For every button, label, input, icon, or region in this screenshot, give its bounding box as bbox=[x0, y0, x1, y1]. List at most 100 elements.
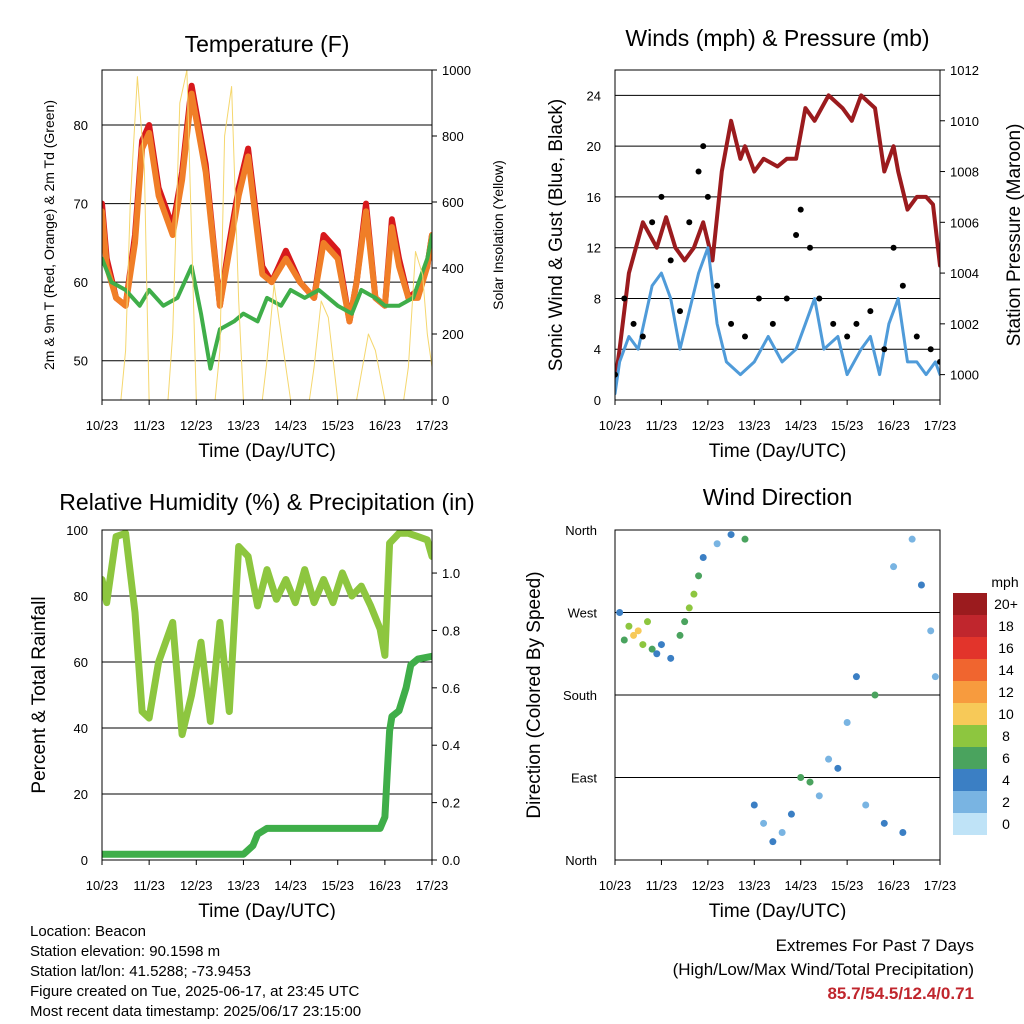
direction-point bbox=[653, 650, 661, 658]
series-line-9m-t bbox=[102, 90, 432, 325]
y2-tick-label: 200 bbox=[442, 327, 464, 342]
colorbar-swatch bbox=[953, 637, 987, 659]
y-tick-label: 24 bbox=[587, 88, 601, 103]
colorbar-label: 0 bbox=[1002, 816, 1010, 832]
x-tick-label: 17/23 bbox=[416, 878, 449, 893]
colorbar-label: 10 bbox=[998, 706, 1014, 722]
x-tick-label: 16/23 bbox=[877, 878, 910, 893]
x-axis-label: Time (Day/UTC) bbox=[709, 901, 847, 920]
x-tick-label: 12/23 bbox=[692, 418, 725, 433]
direction-point bbox=[806, 778, 814, 786]
colorbar-swatch bbox=[953, 813, 987, 835]
colorbar-label: 6 bbox=[1002, 750, 1010, 766]
direction-point bbox=[769, 838, 777, 846]
x-tick-label: 14/23 bbox=[784, 418, 817, 433]
y-axis-label: 2m & 9m T (Red, Orange) & 2m Td (Green) bbox=[41, 100, 57, 370]
series-group bbox=[616, 531, 939, 846]
x-tick-label: 12/23 bbox=[180, 878, 213, 893]
gust-point bbox=[899, 282, 906, 289]
y-tick-label: 20 bbox=[74, 787, 88, 802]
colorbar-swatch bbox=[953, 725, 987, 747]
gust-point bbox=[742, 333, 748, 340]
recent-text: Most recent data timestamp: 2025/06/17 2… bbox=[30, 1003, 362, 1020]
gust-point bbox=[844, 333, 851, 340]
x-tick-label: 16/23 bbox=[877, 418, 910, 433]
gust-point bbox=[615, 371, 618, 378]
y-tick-label: 60 bbox=[74, 275, 88, 290]
y-tick-label: West bbox=[568, 606, 598, 621]
direction-point bbox=[797, 774, 805, 781]
y2-tick-label: 400 bbox=[442, 261, 464, 276]
panel-3 bbox=[101, 529, 437, 865]
direction-point bbox=[713, 540, 721, 548]
x-tick-label: 10/23 bbox=[86, 418, 119, 433]
direction-point bbox=[690, 590, 698, 598]
gust-point bbox=[700, 143, 707, 150]
y2-tick-label: 1004 bbox=[950, 266, 979, 281]
y2-tick-label: 1010 bbox=[950, 114, 979, 129]
gust-point bbox=[769, 320, 776, 327]
direction-point bbox=[917, 581, 925, 589]
x-tick-label: 13/23 bbox=[738, 418, 771, 433]
x-tick-label: 10/23 bbox=[86, 878, 119, 893]
x-tick-label: 15/23 bbox=[831, 878, 864, 893]
panel-1 bbox=[101, 69, 437, 405]
y2-tick-label: 0.4 bbox=[442, 738, 460, 753]
chart-title: Relative Humidity (%) & Precipitation (i… bbox=[59, 489, 474, 515]
y-tick-label: South bbox=[563, 688, 597, 703]
y-tick-label: 16 bbox=[587, 190, 601, 205]
x-tick-label: 16/23 bbox=[369, 418, 402, 433]
y-tick-label: 40 bbox=[74, 721, 88, 736]
gust-point bbox=[677, 308, 683, 315]
direction-point bbox=[931, 673, 939, 681]
direction-point bbox=[787, 810, 795, 818]
gust-point bbox=[630, 320, 637, 327]
x-tick-label: 15/23 bbox=[831, 418, 864, 433]
series-line-relative-humidity bbox=[102, 530, 432, 739]
y-tick-label: 12 bbox=[587, 241, 601, 256]
y2-tick-label: 1000 bbox=[950, 368, 979, 383]
gust-point bbox=[704, 193, 711, 200]
x-axis-label: Time (Day/UTC) bbox=[198, 441, 336, 462]
x-tick-label: 17/23 bbox=[924, 878, 957, 893]
x-tick-label: 13/23 bbox=[227, 878, 260, 893]
gust-point bbox=[667, 257, 674, 264]
y-tick-label: 100 bbox=[66, 523, 88, 538]
colorbar-unit: mph bbox=[991, 574, 1018, 590]
x-axis-label: Time (Day/UTC) bbox=[198, 901, 336, 920]
direction-point bbox=[634, 627, 642, 635]
y-axis-label: Sonic Wind & Gust (Blue, Black) bbox=[546, 99, 567, 371]
x-tick-label: 11/23 bbox=[646, 878, 678, 893]
direction-point bbox=[908, 535, 916, 543]
x-axis-label: Time (Day/UTC) bbox=[709, 441, 847, 462]
colorbar-label: 2 bbox=[1002, 794, 1010, 810]
y-axis-label: Percent & Total Rainfall bbox=[29, 596, 50, 793]
chart-title: Winds (mph) & Pressure (mb) bbox=[625, 25, 929, 51]
latlon-text: Station lat/lon: 41.5288; -73.9453 bbox=[30, 963, 252, 980]
colorbar-swatch bbox=[953, 593, 987, 615]
colorbar-swatch bbox=[953, 791, 987, 813]
gust-point bbox=[881, 346, 888, 353]
y2-tick-label: 0.2 bbox=[442, 796, 460, 811]
direction-point bbox=[843, 719, 851, 726]
y-tick-label: 80 bbox=[74, 118, 88, 133]
colorbar-label: 20+ bbox=[994, 596, 1018, 612]
extremes-legend: (High/Low/Max Wind/Total Precipitation) bbox=[672, 960, 974, 979]
y2-axis-label: Solar Insolation (Yellow) bbox=[490, 160, 506, 310]
y2-tick-label: 0.8 bbox=[442, 623, 460, 638]
direction-point bbox=[871, 691, 879, 699]
gust-point bbox=[728, 320, 735, 327]
colorbar-label: 14 bbox=[998, 662, 1014, 678]
extremes-title: Extremes For Past 7 Days bbox=[775, 936, 974, 955]
x-tick-label: 12/23 bbox=[692, 878, 725, 893]
y-tick-label: 70 bbox=[74, 197, 88, 212]
y2-tick-label: 1006 bbox=[950, 215, 979, 230]
direction-point bbox=[685, 604, 693, 612]
x-tick-label: 12/23 bbox=[180, 418, 213, 433]
gust-point bbox=[937, 358, 940, 365]
y-tick-label: 20 bbox=[587, 139, 601, 154]
x-tick-label: 11/23 bbox=[133, 878, 165, 893]
direction-point bbox=[927, 627, 935, 635]
colorbar-label: 12 bbox=[998, 684, 1014, 700]
direction-point bbox=[760, 819, 768, 827]
